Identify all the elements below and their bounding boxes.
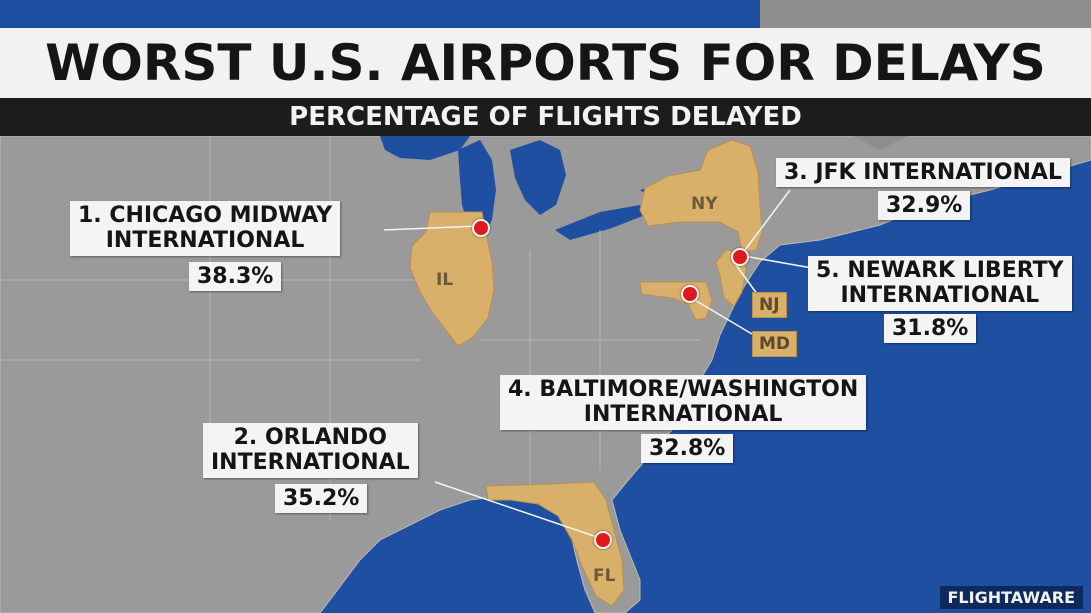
airport-name-line2: INTERNATIONAL	[211, 450, 410, 476]
airport-name-line2: INTERNATIONAL	[840, 283, 1040, 309]
airport-name-line1: 5. NEWARK LIBERTY	[816, 258, 1064, 283]
airport-name-line2: INTERNATIONAL	[105, 228, 305, 254]
lake-erie	[555, 205, 648, 240]
airport-name-line1: 3. JFK INTERNATIONAL	[784, 160, 1062, 185]
state-label-il: IL	[436, 270, 454, 290]
page-subtitle: PERCENTAGE OF FLIGHTS DELAYED	[289, 102, 802, 132]
lake-superior	[380, 136, 470, 160]
airport-name-line2: INTERNATIONAL	[583, 402, 783, 428]
state-florida	[485, 481, 625, 607]
airport-name-line1: 1. CHICAGO MIDWAY	[78, 203, 333, 228]
airport-pct-baltimore: 32.8%	[641, 434, 734, 463]
airport-pct-chicago: 38.3%	[189, 262, 282, 291]
airport-label-newark: 5. NEWARK LIBERTY INTERNATIONAL	[808, 256, 1072, 311]
airport-name-line1: 4. BALTIMORE/WASHINGTON	[508, 377, 859, 402]
airport-label-baltimore: 4. BALTIMORE/WASHINGTON INTERNATIONAL	[500, 375, 867, 430]
state-label-ny: NY	[691, 194, 718, 214]
page-title: WORST U.S. AIRPORTS FOR DELAYS	[45, 34, 1046, 92]
subtitle-bar: PERCENTAGE OF FLIGHTS DELAYED	[0, 98, 1091, 136]
pin-orlando	[594, 531, 612, 549]
lake-huron	[510, 140, 566, 215]
leader-lines	[383, 189, 813, 539]
airport-label-chicago: 1. CHICAGO MIDWAY INTERNATIONAL	[70, 201, 341, 256]
airport-label-orlando: 2. ORLANDO INTERNATIONAL	[203, 423, 418, 478]
airport-pct-jfk: 32.9%	[878, 191, 971, 220]
pin-chicago-midway	[472, 219, 490, 237]
title-bar: WORST U.S. AIRPORTS FOR DELAYS	[0, 28, 1091, 98]
pin-baltimore	[681, 285, 699, 303]
state-label-fl: FL	[593, 566, 616, 586]
airport-pct-orlando: 35.2%	[275, 484, 368, 513]
state-label-md: MD	[752, 331, 798, 357]
airport-pct-newark: 31.8%	[884, 314, 977, 343]
airport-label-jfk: 3. JFK INTERNATIONAL	[776, 158, 1070, 188]
source-credit: FLIGHTAWARE	[939, 586, 1083, 609]
state-label-nj: NJ	[752, 292, 787, 318]
gulf-of-mexico	[360, 520, 585, 613]
state-illinois	[409, 211, 495, 347]
state-new-york	[639, 139, 763, 253]
airport-name-line1: 2. ORLANDO	[233, 425, 388, 450]
pin-newark	[731, 248, 749, 266]
